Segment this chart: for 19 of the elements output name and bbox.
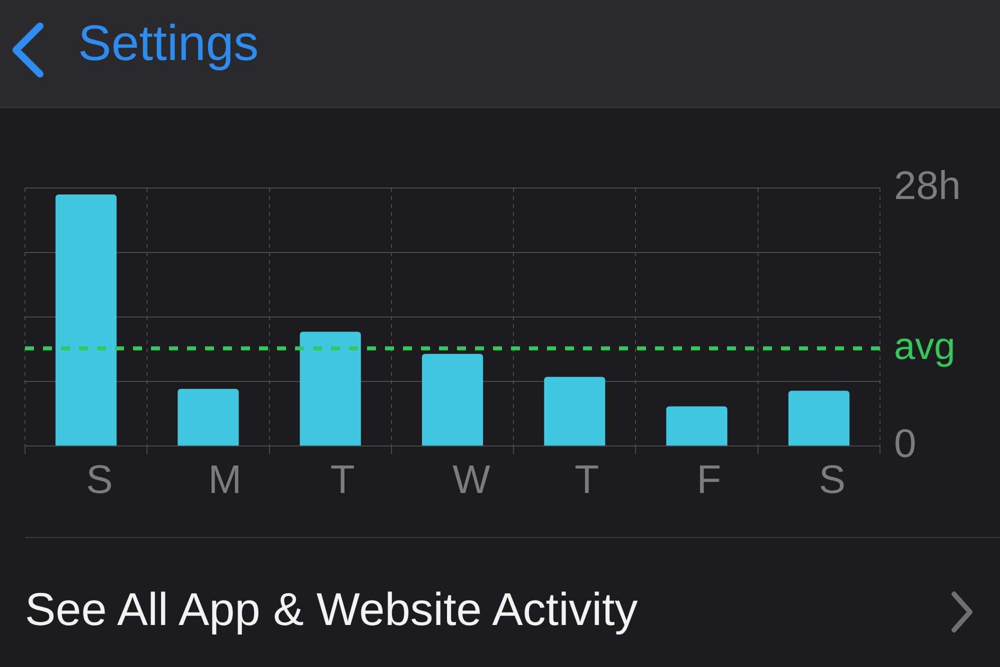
x-tick-label: T [574,458,600,502]
bar [544,376,606,446]
x-tick-label: S [86,458,113,502]
bar [56,194,117,446]
bar [788,390,850,446]
bar [300,332,361,446]
bar [666,406,728,446]
x-tick-label: W [452,458,490,502]
bar [178,388,239,446]
bar [422,354,484,446]
x-tick-label: S [818,458,846,502]
y-tick-label: 0 [894,422,916,466]
x-tick-label: M [208,458,242,502]
text: Settings [78,14,259,72]
ref-line-label: avg [894,326,956,368]
x-tick-label: T [330,458,355,502]
y-tick-label: 28h [894,164,961,208]
x-tick-label: F [696,458,722,502]
text: See All App & Website Activity [25,582,638,636]
